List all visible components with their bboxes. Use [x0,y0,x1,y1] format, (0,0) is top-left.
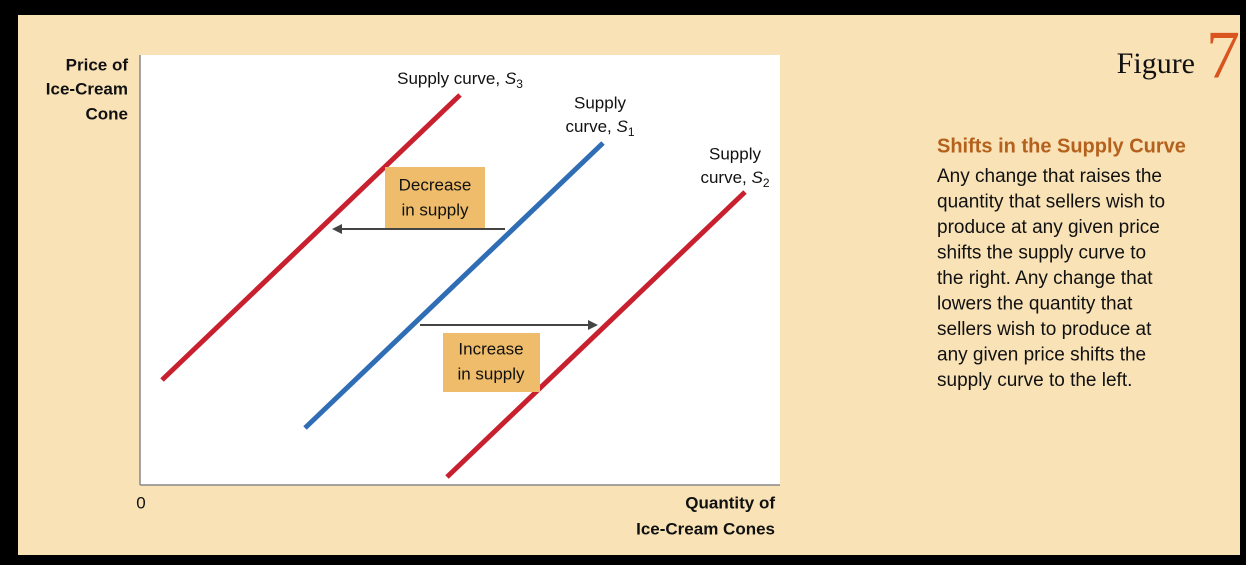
figure-word: Figure [1117,47,1195,80]
plot-area [140,55,780,485]
curve-label-text: Supply curve, [397,69,505,88]
curve-label: curve, S1 [565,117,634,139]
annotation: Decrease [399,175,472,194]
annotation: in supply [457,364,525,383]
y-axis-label: Cone [86,104,129,123]
caption-line: sellers wish to produce at [937,319,1152,340]
caption-line: produce at any given price [937,217,1160,238]
figure-number: 7 [1206,17,1240,93]
caption-line: supply curve to the left. [937,370,1132,391]
arrow-head [332,224,342,234]
y-axis-label: Price of [66,55,129,74]
supply-curve-s1 [303,141,605,430]
supply-curve-s2 [445,190,747,479]
caption-line: the right. Any change that [937,268,1153,289]
caption-body: Any change that raises the quantity that … [937,166,1165,391]
annotation-box [443,333,540,392]
curve-label-text: curve, [565,117,616,136]
arrow-head [588,320,598,330]
caption-line: shifts the supply curve to [937,243,1146,264]
curve-subscript: 1 [628,125,635,139]
supply-curve-s3 [160,93,462,382]
annotation-box [385,167,485,228]
caption-line: Any change that raises the [937,166,1162,187]
caption-line: lowers the quantity that [937,294,1133,315]
curve-symbol: S [617,117,629,136]
y-axis-label: Ice-Cream [46,79,128,98]
x-axis-label: Quantity of [685,493,775,512]
curve-label: Supply [709,144,761,163]
x-axis-label: Ice-Cream Cones [636,519,775,538]
curve-symbol: S [752,168,764,187]
curve-label: Supply curve, S3 [397,69,523,91]
curve-subscript: 3 [516,77,523,91]
caption-line: any given price shifts the [937,345,1146,366]
curve-label-text: curve, [700,168,751,187]
curve-label: Supply [574,93,626,112]
caption-line: quantity that sellers wish to [937,192,1165,213]
annotation: Increase [458,339,523,358]
origin-label: 0 [136,493,145,512]
caption-title: Shifts in the Supply Curve [937,135,1186,157]
curve-label: curve, S2 [700,168,769,190]
curve-symbol: S [505,69,517,88]
curve-subscript: 2 [763,176,770,190]
annotation: in supply [401,200,469,219]
